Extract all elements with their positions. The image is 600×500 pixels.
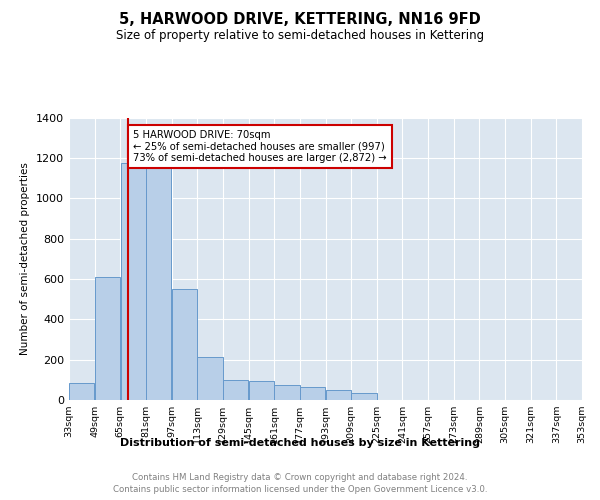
Bar xyxy=(197,356,223,400)
Bar xyxy=(121,163,146,400)
Y-axis label: Number of semi-detached properties: Number of semi-detached properties xyxy=(20,162,31,355)
Bar xyxy=(326,390,351,400)
Text: Contains HM Land Registry data © Crown copyright and database right 2024.: Contains HM Land Registry data © Crown c… xyxy=(132,472,468,482)
Text: Distribution of semi-detached houses by size in Kettering: Distribution of semi-detached houses by … xyxy=(120,438,480,448)
Text: 5 HARWOOD DRIVE: 70sqm
← 25% of semi-detached houses are smaller (997)
73% of se: 5 HARWOOD DRIVE: 70sqm ← 25% of semi-det… xyxy=(133,130,387,163)
Bar xyxy=(249,381,274,400)
Bar xyxy=(95,277,120,400)
Bar xyxy=(146,165,172,400)
Text: 5, HARWOOD DRIVE, KETTERING, NN16 9FD: 5, HARWOOD DRIVE, KETTERING, NN16 9FD xyxy=(119,12,481,28)
Text: Size of property relative to semi-detached houses in Kettering: Size of property relative to semi-detach… xyxy=(116,29,484,42)
Bar xyxy=(172,289,197,400)
Bar xyxy=(352,393,377,400)
Bar xyxy=(69,383,94,400)
Text: Contains public sector information licensed under the Open Government Licence v3: Contains public sector information licen… xyxy=(113,485,487,494)
Bar xyxy=(300,387,325,400)
Bar xyxy=(274,385,299,400)
Bar xyxy=(223,380,248,400)
